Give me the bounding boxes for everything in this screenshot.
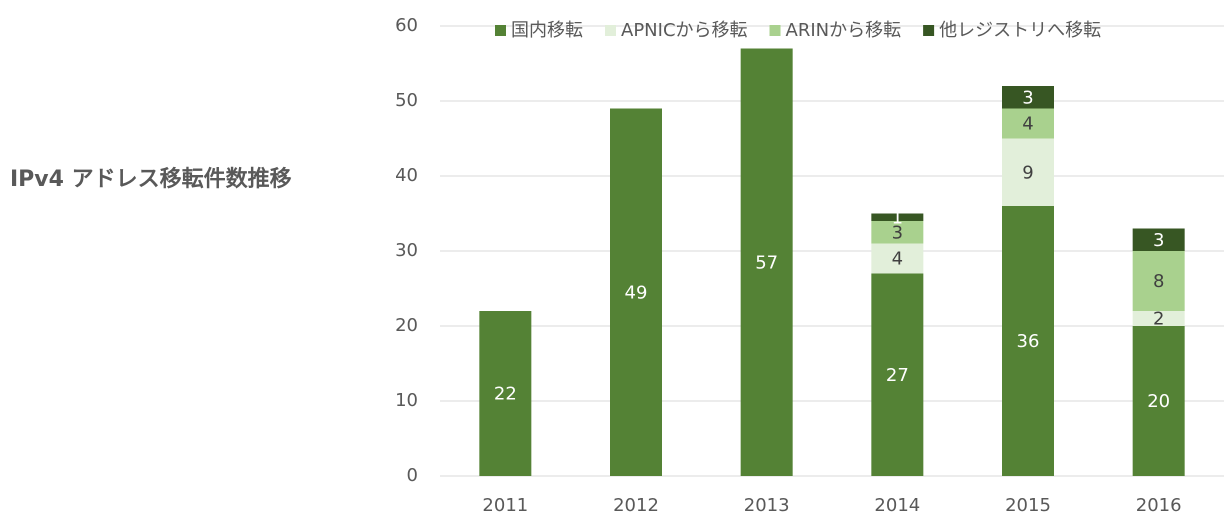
- data-label: 3: [892, 222, 903, 243]
- legend-label: 他レジストリへ移転: [939, 20, 1101, 41]
- x-tick-label: 2016: [1136, 495, 1182, 516]
- y-tick-label: 50: [395, 90, 418, 111]
- legend-swatch: [495, 25, 506, 36]
- bar-segment: [871, 213, 924, 221]
- bar-segment: [1132, 228, 1185, 251]
- data-label: 57: [755, 252, 778, 273]
- legend-label: ARINから移転: [786, 20, 902, 41]
- y-tick-label: 20: [395, 315, 418, 336]
- bar-segment: [1132, 251, 1185, 311]
- bar-segment: [1002, 108, 1054, 139]
- bar-segment: [1132, 326, 1185, 476]
- x-tick-label: 2013: [744, 495, 790, 516]
- data-label: 27: [886, 365, 909, 386]
- data-label: 1: [892, 207, 903, 228]
- data-label: 9: [1022, 162, 1033, 183]
- data-label: 8: [1153, 271, 1164, 292]
- legend-label: APNICから移転: [621, 20, 748, 41]
- legend-swatch: [769, 25, 781, 36]
- chart-title: IPv4 アドレス移転件数推移: [10, 166, 292, 192]
- y-tick-label: 40: [395, 165, 418, 186]
- data-label: 2: [1153, 309, 1164, 330]
- x-tick-label: 2015: [1005, 495, 1051, 516]
- x-tick-label: 2014: [874, 495, 920, 516]
- data-label: 20: [1147, 391, 1170, 412]
- bar-segment: [610, 108, 662, 476]
- x-tick-label: 2012: [613, 495, 659, 516]
- bar-segment: [1002, 138, 1054, 206]
- data-label: 3: [1022, 87, 1033, 108]
- legend-swatch: [923, 25, 935, 36]
- bar-segment: [871, 243, 924, 274]
- legend-label: 国内移転: [511, 20, 583, 41]
- bar-segment: [1132, 311, 1185, 326]
- bar-segment: [871, 273, 924, 476]
- y-tick-label: 30: [395, 240, 418, 261]
- data-label: 4: [892, 249, 903, 270]
- y-tick-label: 60: [395, 15, 418, 36]
- bar-segment: [740, 48, 793, 476]
- y-tick-label: 0: [407, 465, 418, 486]
- x-tick-label: 2011: [482, 495, 528, 516]
- legend-swatch: [605, 25, 616, 36]
- data-label: 36: [1017, 331, 1040, 352]
- data-label: 49: [625, 282, 648, 303]
- data-label: 3: [1153, 230, 1164, 251]
- bar-segment: [479, 311, 532, 476]
- data-label: 4: [1022, 114, 1033, 135]
- bar-segment: [1002, 206, 1054, 476]
- bar-segment: [1002, 86, 1054, 109]
- bar-segment: [871, 221, 924, 244]
- y-tick-label: 10: [395, 390, 418, 411]
- data-label: 22: [494, 384, 517, 405]
